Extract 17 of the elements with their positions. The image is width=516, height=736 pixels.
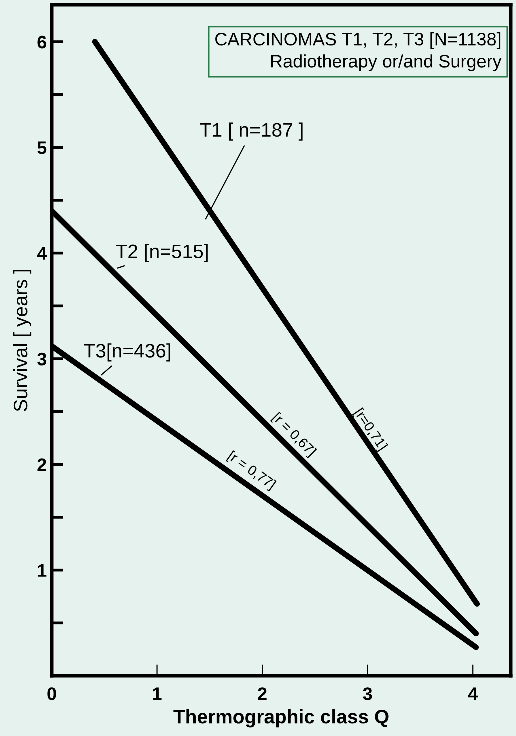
y-tick-label: 6	[38, 36, 46, 49]
x-tick-label: 4	[468, 688, 478, 700]
x-axis-title: Thermographic class Q	[174, 710, 389, 728]
y-tick-label: 4	[37, 247, 48, 260]
series-label: T3[n=436]	[84, 344, 170, 362]
x-tick-label: 3	[363, 688, 372, 700]
y-tick-label: 1	[38, 564, 47, 577]
series-label: T2 [n=515]	[116, 244, 208, 262]
y-tick-label: 5	[38, 142, 47, 154]
x-tick-label: 0	[48, 688, 56, 700]
y-tick-label: 2	[38, 458, 46, 472]
x-tick-label: 2	[258, 688, 267, 700]
x-tick-label: 1	[153, 688, 162, 700]
series-label: T1 [ n=187 ]	[200, 122, 303, 141]
y-tick-label: 3	[38, 352, 46, 366]
annotation: CARCINOMAS T1, T2, T3 [N=1138] Radiotherapy or/and Surgery	[216, 32, 502, 72]
y-axis-title: Survival [ years ]	[13, 270, 32, 412]
